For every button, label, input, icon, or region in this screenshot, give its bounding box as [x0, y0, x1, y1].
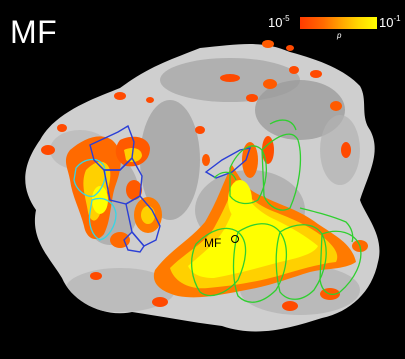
roi-outlines-cyan — [73, 158, 117, 241]
activation-spot — [286, 45, 294, 51]
colorbar-gradient — [300, 17, 377, 29]
roi-marker — [231, 235, 239, 243]
panel-title: MF — [10, 14, 58, 50]
colorbar-max-exponent: -1 — [393, 14, 401, 23]
activation-map — [41, 66, 368, 311]
colorbar-max-label: 10-1 — [379, 14, 401, 30]
roi-label-mf: MF — [204, 236, 221, 250]
colorbar-max-base: 10 — [379, 15, 394, 30]
activation-spot — [262, 40, 274, 48]
roi-outlines-green — [190, 119, 362, 303]
colorbar-min-base: 10 — [268, 15, 283, 30]
colorbar-min-label: 10-5 — [268, 14, 290, 30]
colorbar-min-exponent: -5 — [282, 14, 290, 23]
colorbar: 10-5 10-1 p — [262, 12, 405, 46]
colorbar-variable-label: p — [337, 31, 342, 40]
roi-outlines-blue — [89, 124, 252, 253]
